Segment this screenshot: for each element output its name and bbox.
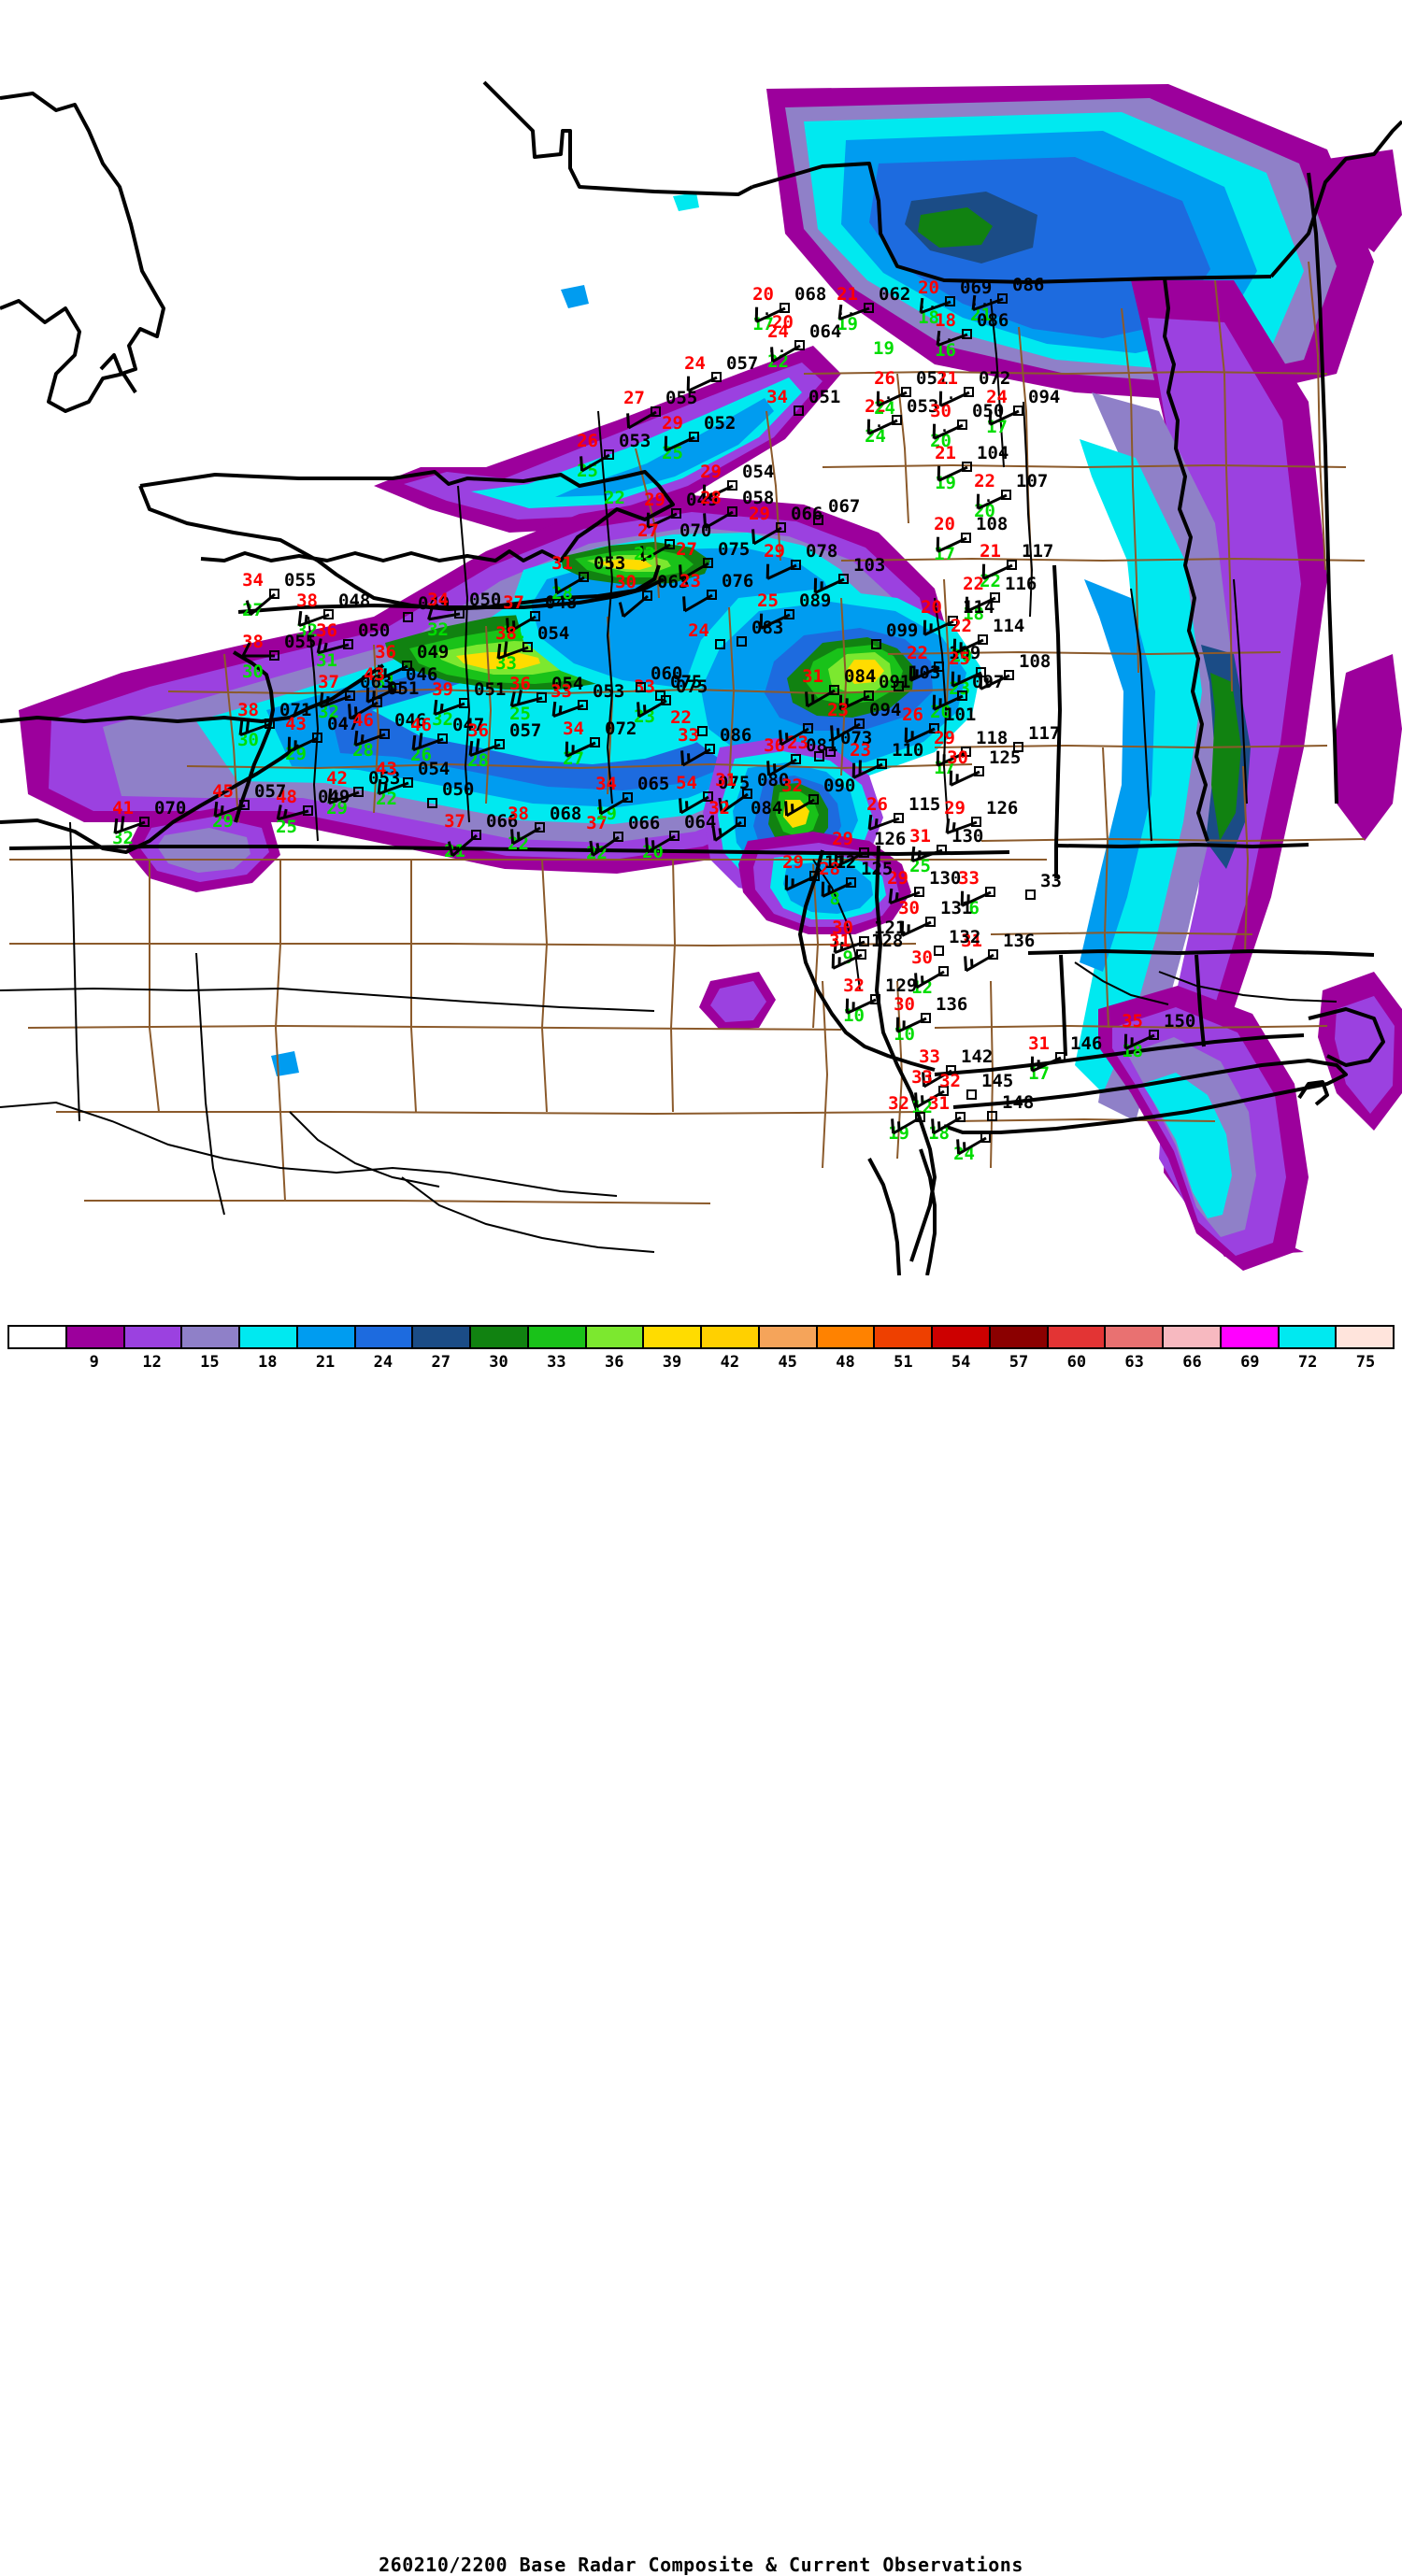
colorbar-tick-42: 42	[701, 1353, 759, 1377]
colorbar-tick-18: 18	[238, 1353, 296, 1377]
colorbar-segment-16	[931, 1327, 989, 1347]
radar-map-svg[interactable]	[0, 0, 1402, 1275]
colorbar-segment-10	[585, 1327, 643, 1347]
colorbar-segment-11	[642, 1327, 700, 1347]
colorbar-segment-9	[527, 1327, 585, 1347]
colorbar-tick-45: 45	[759, 1353, 817, 1377]
colorbar-segment-6	[354, 1327, 412, 1347]
colorbar-segment-20	[1162, 1327, 1220, 1347]
colorbar-segment-2	[123, 1327, 181, 1347]
title-bar: 260210/2200 Base Radar Composite & Curre…	[0, 1275, 1402, 1313]
colorbar-tick-33: 33	[527, 1353, 585, 1377]
colorbar-tick-51: 51	[874, 1353, 932, 1377]
colorbar-segment-5	[296, 1327, 354, 1347]
colorbar-segment-23	[1335, 1327, 1393, 1347]
colorbar-segment-8	[469, 1327, 527, 1347]
colorbar-tick-15: 15	[180, 1353, 238, 1377]
colorbar-segment-12	[700, 1327, 758, 1347]
colorbar-tick-48: 48	[817, 1353, 875, 1377]
colorbar-tick-12: 12	[123, 1353, 181, 1377]
colorbar-segment-22	[1278, 1327, 1336, 1347]
colorbar-segment-0	[9, 1327, 65, 1347]
colorbar-tick-60: 60	[1048, 1353, 1106, 1377]
colorbar-segment-14	[816, 1327, 874, 1347]
colorbar-segment-15	[873, 1327, 931, 1347]
colorbar-segment-4	[238, 1327, 296, 1347]
colorbar-tick-30: 30	[470, 1353, 528, 1377]
colorbar-tick-69: 69	[1221, 1353, 1279, 1377]
colorbar-tick-54: 54	[932, 1353, 990, 1377]
page-title: 260210/2200 Base Radar Composite & Curre…	[0, 2554, 1402, 2576]
colorbar-tick-75: 75	[1337, 1353, 1395, 1377]
colorbar-segment-1	[65, 1327, 123, 1347]
colorbar-tick-57: 57	[990, 1353, 1048, 1377]
colorbar-segment-19	[1104, 1327, 1162, 1347]
colorbar-tick-21: 21	[296, 1353, 354, 1377]
colorbar-segment-3	[180, 1327, 238, 1347]
colorbar-tick-66: 66	[1164, 1353, 1222, 1377]
colorbar-segment-17	[989, 1327, 1047, 1347]
colorbar-segment-18	[1047, 1327, 1105, 1347]
colorbar	[7, 1325, 1395, 1349]
colorbar-tick-63: 63	[1106, 1353, 1164, 1377]
colorbar-segment-21	[1220, 1327, 1278, 1347]
colorbar-tick-72: 72	[1279, 1353, 1337, 1377]
colorbar-tick-36: 36	[585, 1353, 643, 1377]
colorbar-segment-7	[411, 1327, 469, 1347]
colorbar-segment-13	[758, 1327, 816, 1347]
colorbar-tick-39: 39	[643, 1353, 701, 1377]
colorbar-tick-27: 27	[412, 1353, 470, 1377]
colorbar-tick-9: 9	[65, 1353, 123, 1377]
colorbar-tick-24: 24	[354, 1353, 412, 1377]
colorbar-tick-spacer	[7, 1353, 65, 1377]
